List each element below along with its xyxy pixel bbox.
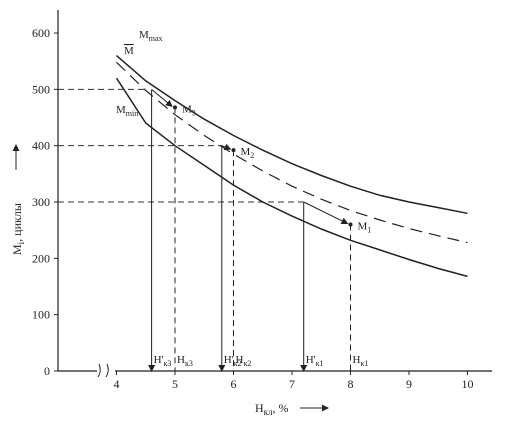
series-line-1 (116, 61, 468, 244)
y-tick-label: 600 (32, 26, 50, 40)
y-tick-label: 0 (44, 364, 50, 378)
x-tick-label: 9 (406, 377, 412, 391)
series-line-2 (115, 77, 468, 278)
marker-label: Нк1 (353, 354, 369, 368)
transfer-arrow (221, 143, 232, 151)
series-label-mmin: Mmin (116, 104, 138, 118)
x-tick-label: 4 (114, 377, 120, 391)
y-tick-label: 200 (32, 251, 50, 265)
y-tick-label: 400 (32, 139, 50, 153)
y-axis: 0 100 200 300 400 500 600 (32, 10, 59, 378)
series-label-mavg: M (124, 45, 134, 57)
point-label: M3 (182, 103, 196, 117)
x-tick-label: 8 (348, 377, 354, 391)
marker-label: Нк2 (236, 354, 252, 368)
y-tick-label: 500 (32, 82, 50, 96)
x-axis-title: Нкл, % (255, 401, 289, 417)
marker-label: Н'к3 (154, 354, 172, 368)
y-tick-label: 100 (32, 308, 50, 322)
series-line-0 (116, 55, 468, 215)
point-marker (173, 105, 177, 110)
x-tick-label: 5 (172, 377, 178, 391)
axis-break-icon (97, 363, 109, 378)
x-axis: 4 5 6 7 8 9 10 (58, 363, 492, 391)
x-tick-label: 10 (462, 377, 474, 391)
point-marker (348, 222, 353, 227)
marker-label: Нк3 (177, 354, 193, 368)
transfer-arrow (151, 88, 173, 108)
x-tick-label: 7 (289, 377, 295, 391)
marker-label: Н'к1 (306, 354, 324, 368)
point-label: M1 (358, 221, 372, 235)
y-tick-label: 300 (32, 195, 50, 209)
x-tick-label: 6 (231, 377, 237, 391)
transfer-arrow (303, 201, 349, 225)
series-label-mmax: Mmax (139, 29, 163, 43)
marker-label: Н'к2 (224, 354, 242, 368)
point-label: M2 (241, 146, 255, 160)
y-axis-title: Мi, циклы (10, 203, 26, 255)
point-marker (231, 148, 236, 153)
